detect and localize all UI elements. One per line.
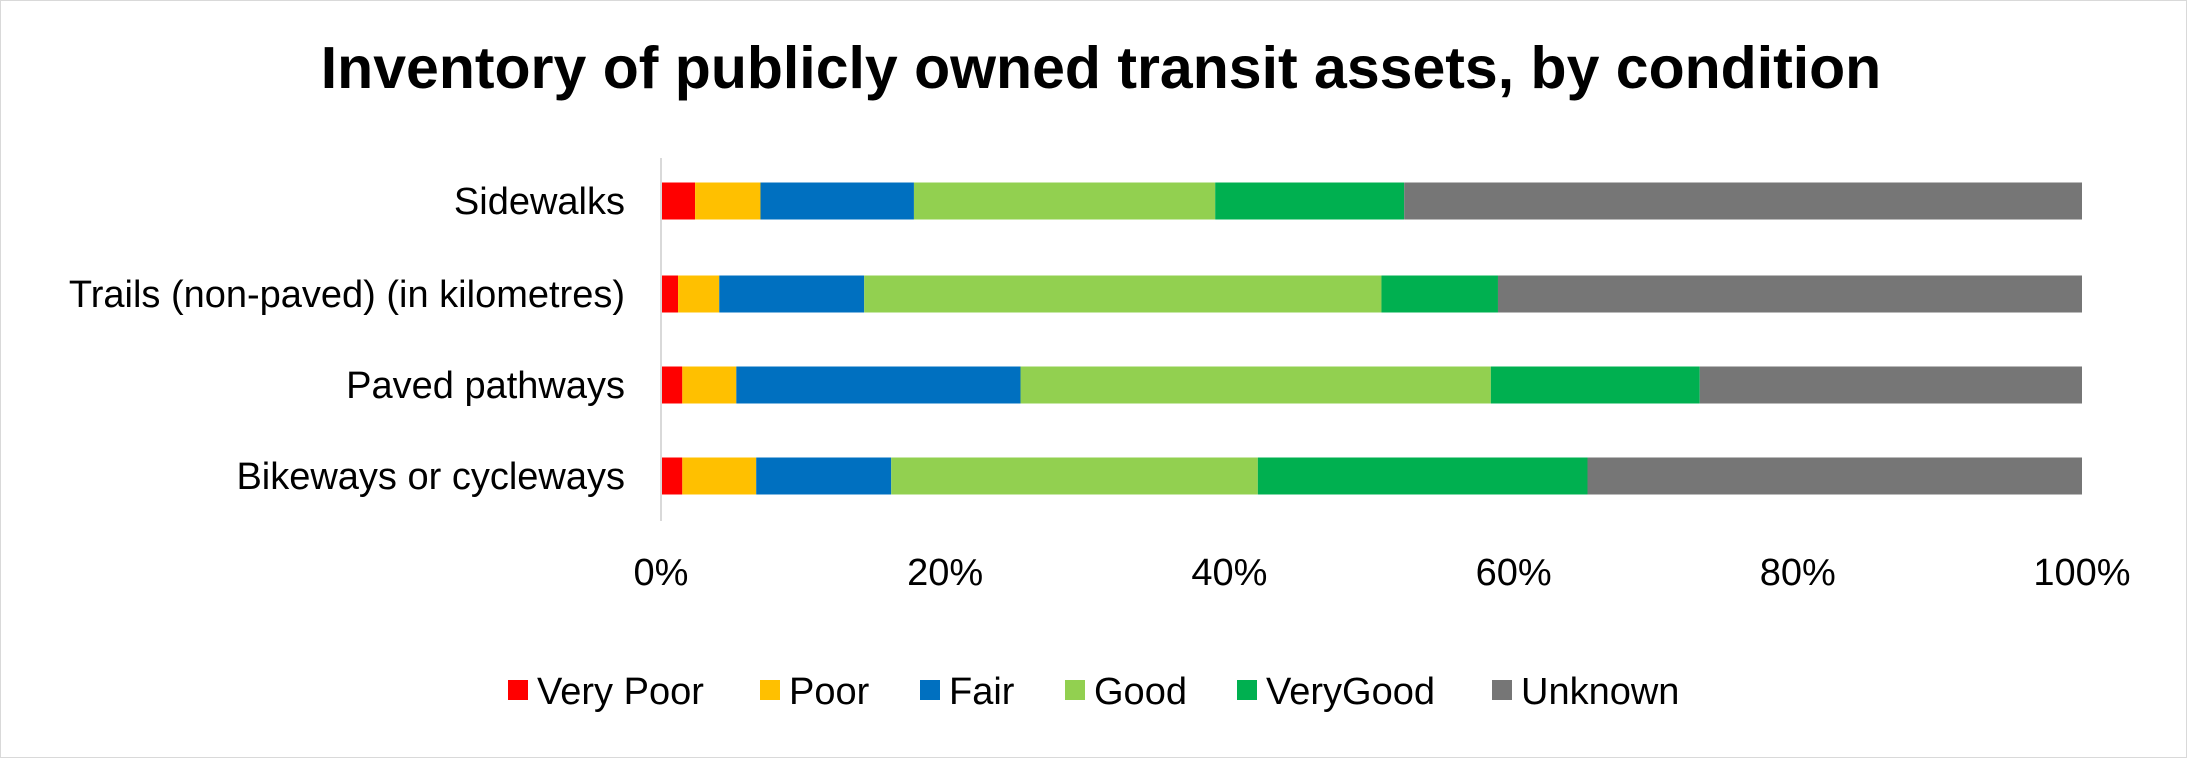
x-tick-label: 80% xyxy=(1760,552,1836,594)
bar-trails-non-paved-in-kilometres-verygood xyxy=(1381,275,1498,313)
legend-swatch-fair xyxy=(920,680,940,700)
bar-paved-pathways-unknown xyxy=(1699,366,2082,404)
x-axis-ticks: 0% 20% 40% 60% 80% 100% xyxy=(634,552,2131,594)
bar-paved-pathways-very-poor xyxy=(661,366,683,404)
chart-title: Inventory of publicly owned transit asse… xyxy=(321,35,1881,101)
x-tick-label: 40% xyxy=(1191,552,1267,594)
legend-item-verygood: VeryGood xyxy=(1237,671,1435,713)
category-labels: Sidewalks Trails (non-paved) (in kilometr… xyxy=(69,181,625,498)
bar-sidewalks-fair xyxy=(760,182,914,220)
legend-swatch-very-poor xyxy=(508,680,528,700)
legend-label-unknown: Unknown xyxy=(1521,671,1679,713)
bar-sidewalks-verygood xyxy=(1215,182,1405,220)
bar-sidewalks-unknown xyxy=(1404,182,2082,220)
bar-sidewalks-very-poor xyxy=(661,182,696,220)
bars-layer xyxy=(661,182,2082,495)
bar-trails-non-paved-in-kilometres-unknown xyxy=(1497,275,2082,313)
bar-bikeways-or-cycleways-good xyxy=(891,457,1258,495)
legend-item-unknown: Unknown xyxy=(1492,671,1679,713)
category-label-bikeways-or-cycleways: Bikeways or cycleways xyxy=(236,456,625,498)
legend-label-fair: Fair xyxy=(949,671,1015,713)
bar-trails-non-paved-in-kilometres-good xyxy=(864,275,1382,313)
bar-trails-non-paved-in-kilometres-fair xyxy=(719,275,865,313)
legend-swatch-unknown xyxy=(1492,680,1512,700)
category-label-paved-pathways: Paved pathways xyxy=(346,365,625,407)
x-tick-label: 0% xyxy=(634,552,689,594)
bar-paved-pathways-fair xyxy=(736,366,1021,404)
legend-item-very-poor: Very Poor xyxy=(508,671,704,713)
legend-item-good: Good xyxy=(1065,671,1187,713)
bar-bikeways-or-cycleways-very-poor xyxy=(661,457,683,495)
bar-trails-non-paved-in-kilometres-poor xyxy=(678,275,720,313)
category-label-trails-non-paved-in-kilometres: Trails (non-paved) (in kilometres) xyxy=(69,274,625,316)
legend-label-very-poor: Very Poor xyxy=(537,671,704,713)
x-tick-label: 20% xyxy=(907,552,983,594)
bar-paved-pathways-good xyxy=(1020,366,1491,404)
bar-sidewalks-good xyxy=(913,182,1216,220)
bar-bikeways-or-cycleways-poor xyxy=(682,457,757,495)
bar-trails-non-paved-in-kilometres-very-poor xyxy=(661,275,679,313)
legend-label-poor: Poor xyxy=(789,671,870,713)
legend-swatch-poor xyxy=(760,680,780,700)
legend-label-good: Good xyxy=(1094,671,1187,713)
legend-item-poor: Poor xyxy=(760,671,870,713)
x-tick-label: 60% xyxy=(1476,552,1552,594)
bar-sidewalks-poor xyxy=(695,182,761,220)
bar-paved-pathways-verygood xyxy=(1490,366,1700,404)
legend-label-verygood: VeryGood xyxy=(1266,671,1435,713)
legend-swatch-verygood xyxy=(1237,680,1257,700)
legend-item-fair: Fair xyxy=(920,671,1015,713)
legend-swatch-good xyxy=(1065,680,1085,700)
bar-paved-pathways-poor xyxy=(682,366,737,404)
bar-bikeways-or-cycleways-verygood xyxy=(1257,457,1588,495)
bar-bikeways-or-cycleways-fair xyxy=(756,457,892,495)
category-label-sidewalks: Sidewalks xyxy=(454,181,625,223)
legend: Very Poor Poor Fair Good VeryGood Unknown xyxy=(508,671,1679,713)
bar-bikeways-or-cycleways-unknown xyxy=(1587,457,2082,495)
x-tick-label: 100% xyxy=(2033,552,2130,594)
